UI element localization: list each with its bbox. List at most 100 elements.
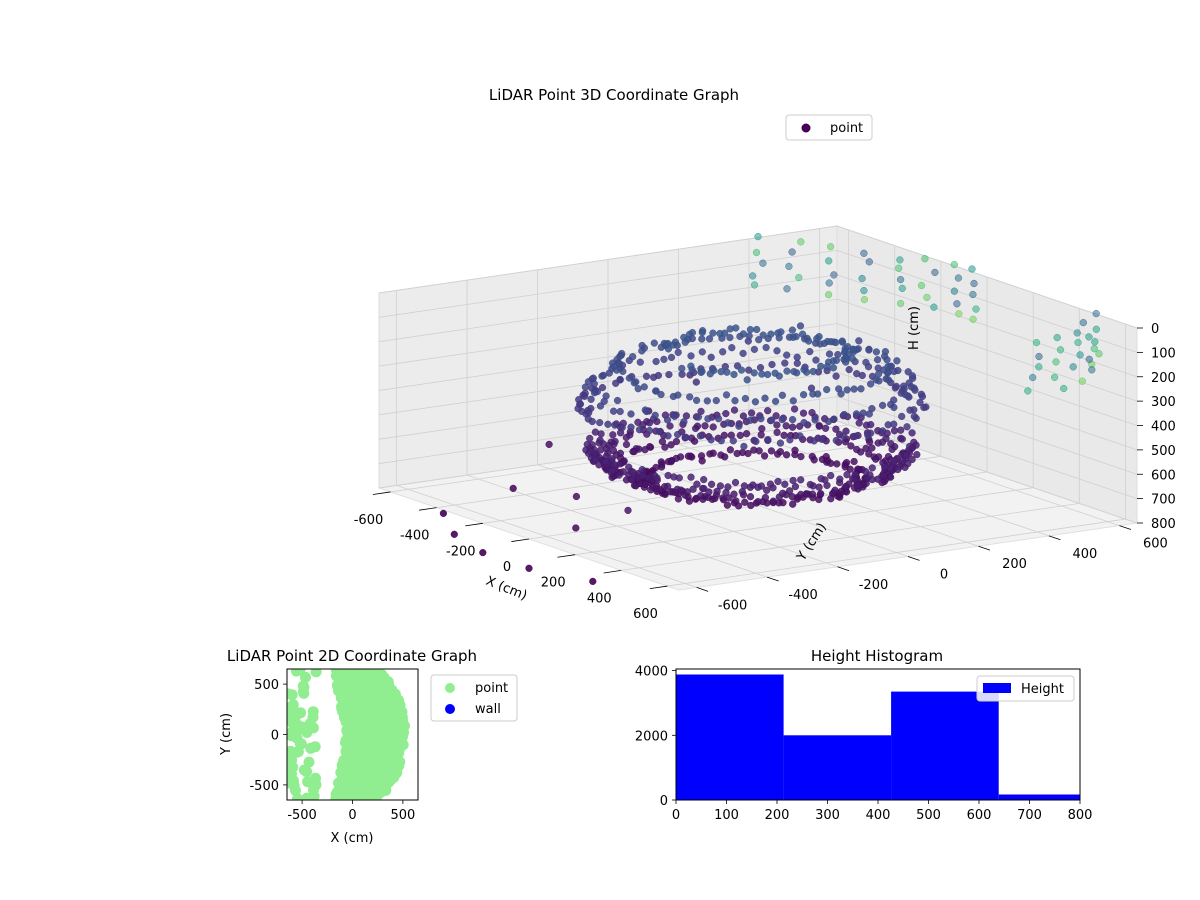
point-2d: [353, 785, 365, 797]
point-3d: [757, 415, 765, 423]
point-3d: [1088, 366, 1096, 374]
point-3d: [589, 577, 597, 586]
point-3d: [825, 279, 833, 287]
point-3d: [752, 437, 760, 446]
point-3d: [732, 497, 740, 505]
point-3d: [698, 335, 706, 343]
point-3d: [824, 291, 833, 299]
point-3d: [694, 413, 703, 421]
point-3d: [1092, 310, 1100, 318]
point-3d: [590, 380, 598, 388]
point-3d: [851, 475, 859, 484]
point-3d: [651, 411, 659, 419]
point-3d: [717, 368, 725, 376]
point-3d: [698, 457, 706, 465]
y-tick-label: 400: [1072, 547, 1097, 562]
point-3d: [773, 421, 781, 429]
point-3d: [724, 483, 732, 491]
point-3d: [749, 272, 757, 280]
grid-line: [836, 225, 1138, 329]
point-3d: [847, 442, 855, 450]
point-3d: [798, 330, 807, 338]
point-3d: [855, 419, 863, 427]
point-3d: [832, 356, 841, 365]
point-3d: [778, 391, 787, 399]
chart-3d-legend-marker: [801, 123, 811, 133]
point-3d: [739, 412, 748, 420]
point-3d: [858, 371, 866, 380]
point-3d: [717, 437, 725, 445]
point-3d: [855, 337, 863, 345]
point-3d: [1035, 363, 1043, 371]
point-2d: [336, 759, 348, 771]
histogram-bars: [676, 674, 1080, 800]
point-3d: [586, 434, 594, 443]
point-2d: [362, 789, 374, 800]
x-tick-label: 0: [348, 808, 356, 823]
point-3d: [642, 407, 651, 416]
point-3d: [1060, 384, 1068, 393]
point-3d: [660, 355, 668, 364]
point-2d: [298, 681, 310, 693]
point-3d: [859, 409, 867, 417]
histogram-legend-label: Height: [1021, 682, 1064, 697]
point-3d: [590, 389, 599, 397]
point-3d: [1074, 338, 1082, 347]
point-3d: [1095, 350, 1103, 358]
point-3d: [729, 437, 737, 445]
point-3d: [793, 353, 801, 361]
point-3d: [920, 403, 928, 412]
point-3d: [797, 238, 805, 246]
point-3d: [722, 410, 730, 418]
point-3d: [868, 444, 876, 452]
point-3d: [839, 432, 847, 441]
point-3d: [788, 248, 796, 256]
point-3d: [595, 461, 603, 469]
point-3d: [761, 493, 770, 502]
point-3d: [740, 442, 748, 451]
point-2d: [303, 756, 315, 768]
grid-line: [575, 487, 1034, 556]
point-2d: [392, 714, 404, 725]
point-3d: [796, 432, 804, 440]
point-3d: [688, 366, 696, 374]
point-3d: [843, 386, 851, 394]
point-3d: [809, 367, 817, 376]
point-3d: [707, 353, 715, 361]
point-3d: [886, 473, 895, 481]
point-3d: [820, 339, 828, 348]
point-3d: [776, 448, 785, 456]
point-3d: [722, 391, 731, 399]
grid-line: [836, 298, 1138, 402]
point-3d: [865, 258, 873, 266]
point-2d: [291, 669, 302, 677]
x-tick-label: 400: [866, 808, 891, 823]
point-3d: [709, 329, 717, 337]
point-3d: [652, 387, 660, 395]
point-3d: [806, 480, 814, 489]
point-3d: [610, 461, 619, 469]
point-2d: [287, 768, 297, 780]
point-3d: [581, 392, 589, 400]
point-3d: [763, 486, 771, 494]
chart-histogram: Height Histogram 0 100 200 300 400 500 600 700 8…: [635, 647, 1093, 823]
point-3d: [630, 447, 638, 456]
x-tick-label: 800: [1068, 808, 1093, 823]
point-3d: [638, 347, 646, 355]
chart-2d-ticks: -500 0 500 -500 0 500: [249, 678, 415, 823]
point-3d: [853, 481, 862, 490]
point-2d: [378, 672, 390, 684]
point-2d: [359, 692, 371, 704]
y-tick-label: -400: [788, 588, 818, 603]
point-3d: [916, 398, 924, 407]
x-tick: [649, 585, 668, 590]
point-3d: [812, 356, 820, 364]
point-2d: [361, 672, 373, 684]
point-3d: [953, 300, 961, 308]
point-3d: [799, 409, 808, 417]
point-3d: [764, 407, 772, 415]
chart-2d-legend-label-point: point: [475, 681, 508, 696]
point-3d: [622, 440, 631, 449]
point-3d: [728, 344, 736, 352]
point-2d: [347, 686, 359, 698]
